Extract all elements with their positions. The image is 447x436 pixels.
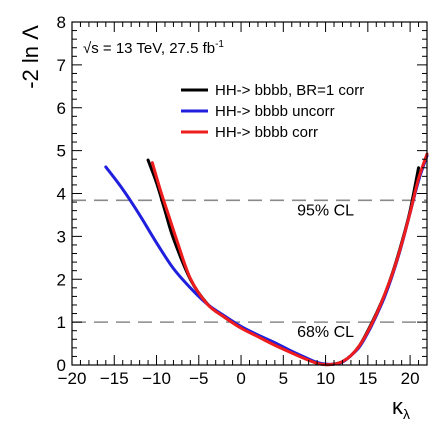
x-tick-label: 5 [279,369,288,388]
confidence-level-label: 68% CL [297,324,354,341]
y-axis-title: -2 ln Λ [18,25,43,89]
y-tick-label: 5 [57,142,66,161]
axis-ticks [71,21,428,366]
plot-frame [71,21,428,366]
y-tick-label: 0 [57,356,66,375]
x-tick-label: 0 [236,369,245,388]
y-tick-label: 4 [57,185,66,204]
x-tick-label: −5 [189,369,208,388]
y-tick-label: 8 [57,13,66,32]
x-tick-label: −20 [58,369,87,388]
x-tick-label: 20 [401,369,420,388]
x-tick-label: 10 [316,369,335,388]
legend-label-hh-bbbb-uncorr: HH-> bbbb uncorr [215,103,335,120]
legend: HH-> bbbb, BR=1 corr HH-> bbbb uncorr HH->… [181,82,364,141]
legend-label-hh-bbbb-br-1-corr: HH-> bbbb, BR=1 corr [215,82,364,99]
y-tick-label: 7 [57,56,66,75]
series-line-hh-bbbb-corr [150,152,429,367]
tick-labels: −20 −15 −10 −5 0 5 10 15 20 0 1 2 3 4 5 6 7 8 [57,13,420,388]
y-tick-label: 6 [57,99,66,118]
confidence-level-label: 95% CL [297,202,354,219]
y-tick-label: 1 [57,313,66,332]
x-tick-label: −10 [142,369,171,388]
cl-labels: 95% CL 68% CL [297,202,354,341]
reference-lines [72,199,427,323]
x-tick-label: −15 [100,369,129,388]
energy-lumi-annotation: √s = 13 TeV, 27.5 fb-1 [83,39,224,57]
x-tick-label: 15 [358,369,377,388]
y-tick-label: 3 [57,227,66,246]
legend-label-hh-bbbb-corr: HH-> bbbb corr [215,124,318,141]
y-tick-label: 2 [57,270,66,289]
